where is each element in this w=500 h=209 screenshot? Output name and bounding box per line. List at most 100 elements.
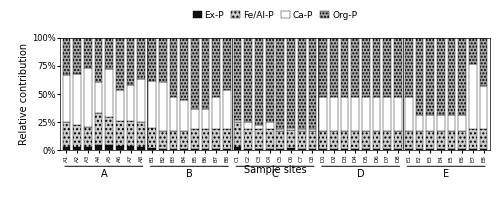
Bar — [308, 149, 316, 150]
Bar — [170, 131, 177, 149]
Bar — [330, 38, 338, 97]
Bar — [330, 97, 338, 131]
Bar — [106, 145, 113, 150]
Bar — [223, 38, 230, 89]
Bar — [320, 149, 327, 150]
Bar — [159, 131, 166, 149]
Bar — [138, 122, 145, 147]
Bar — [234, 147, 241, 150]
Bar — [244, 122, 252, 129]
Bar — [437, 131, 444, 149]
Bar — [448, 131, 456, 149]
Bar — [480, 38, 488, 86]
Bar — [340, 97, 348, 131]
Bar — [330, 131, 338, 149]
Bar — [138, 147, 145, 150]
Bar — [340, 38, 348, 97]
Bar — [170, 97, 177, 131]
Bar — [62, 38, 70, 75]
Bar — [276, 149, 284, 150]
Bar — [287, 148, 295, 150]
Bar — [394, 131, 402, 149]
Bar — [458, 116, 466, 131]
Bar — [384, 97, 391, 131]
Bar — [191, 109, 198, 129]
Bar — [448, 38, 456, 116]
Bar — [266, 122, 274, 129]
Bar — [223, 149, 230, 150]
Bar — [126, 38, 134, 85]
Bar — [298, 129, 306, 131]
Bar — [84, 127, 92, 147]
Bar — [416, 116, 424, 131]
Bar — [191, 38, 198, 109]
Bar — [84, 38, 92, 68]
Bar — [394, 38, 402, 97]
Bar — [448, 149, 456, 150]
Bar — [480, 149, 488, 150]
Bar — [362, 149, 370, 150]
Bar — [212, 149, 220, 150]
Bar — [330, 149, 338, 150]
Bar — [159, 38, 166, 82]
Bar — [437, 149, 444, 150]
Bar — [266, 129, 274, 149]
Bar — [362, 38, 370, 97]
Bar — [352, 97, 359, 131]
Bar — [202, 109, 209, 129]
Bar — [480, 129, 488, 149]
Bar — [458, 131, 466, 149]
Bar — [340, 149, 348, 150]
Bar — [255, 149, 263, 150]
Bar — [106, 38, 113, 69]
Bar — [426, 38, 434, 116]
Bar — [180, 149, 188, 150]
Bar — [469, 129, 476, 149]
Bar — [469, 38, 476, 64]
Bar — [255, 129, 263, 149]
Bar — [308, 131, 316, 149]
Bar — [416, 149, 424, 150]
Bar — [74, 74, 81, 125]
Bar — [138, 38, 145, 79]
Bar — [148, 80, 156, 128]
Bar — [191, 129, 198, 149]
Bar — [62, 75, 70, 122]
Bar — [74, 147, 81, 150]
Bar — [276, 38, 284, 129]
Bar — [373, 149, 380, 150]
Bar — [373, 38, 380, 97]
Bar — [234, 122, 241, 147]
Bar — [308, 129, 316, 131]
Bar — [126, 146, 134, 150]
Bar — [266, 38, 274, 122]
Text: C: C — [272, 168, 278, 178]
Bar — [180, 131, 188, 149]
Bar — [74, 38, 81, 74]
Bar — [373, 97, 380, 131]
Legend: Ex-P, Fe/Al-P, Ca-P, Org-P: Ex-P, Fe/Al-P, Ca-P, Org-P — [193, 10, 357, 19]
Bar — [202, 149, 209, 150]
Bar — [170, 149, 177, 150]
Bar — [126, 121, 134, 146]
Bar — [180, 38, 188, 100]
Bar — [276, 131, 284, 149]
Text: E: E — [443, 168, 449, 178]
Bar — [426, 149, 434, 150]
Bar — [255, 38, 263, 125]
Bar — [405, 149, 412, 150]
Bar — [308, 38, 316, 129]
Bar — [234, 120, 241, 122]
Bar — [244, 38, 252, 122]
Bar — [202, 38, 209, 109]
Bar — [126, 85, 134, 121]
Bar — [320, 97, 327, 131]
Bar — [138, 79, 145, 122]
Bar — [116, 146, 124, 150]
Bar — [416, 38, 424, 116]
Bar — [212, 38, 220, 97]
Bar — [373, 131, 380, 149]
Bar — [469, 149, 476, 150]
Text: A: A — [100, 168, 107, 178]
Text: D: D — [357, 168, 364, 178]
